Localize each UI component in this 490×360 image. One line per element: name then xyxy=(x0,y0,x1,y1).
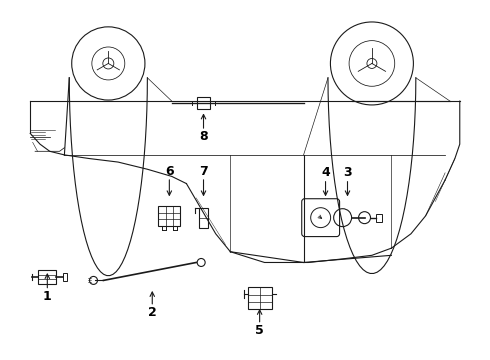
Text: 4: 4 xyxy=(321,166,330,179)
Text: 7: 7 xyxy=(199,165,208,177)
Text: 6: 6 xyxy=(165,165,173,177)
Text: 1: 1 xyxy=(43,290,51,303)
Text: 8: 8 xyxy=(199,130,208,144)
Bar xyxy=(158,206,180,226)
Bar xyxy=(198,208,208,228)
Text: 3: 3 xyxy=(343,166,352,179)
Bar xyxy=(38,270,56,284)
Text: 2: 2 xyxy=(148,306,157,319)
Bar xyxy=(247,287,271,309)
Bar xyxy=(196,97,211,109)
Bar xyxy=(63,273,67,281)
Bar xyxy=(376,214,383,222)
Text: 5: 5 xyxy=(255,324,264,337)
